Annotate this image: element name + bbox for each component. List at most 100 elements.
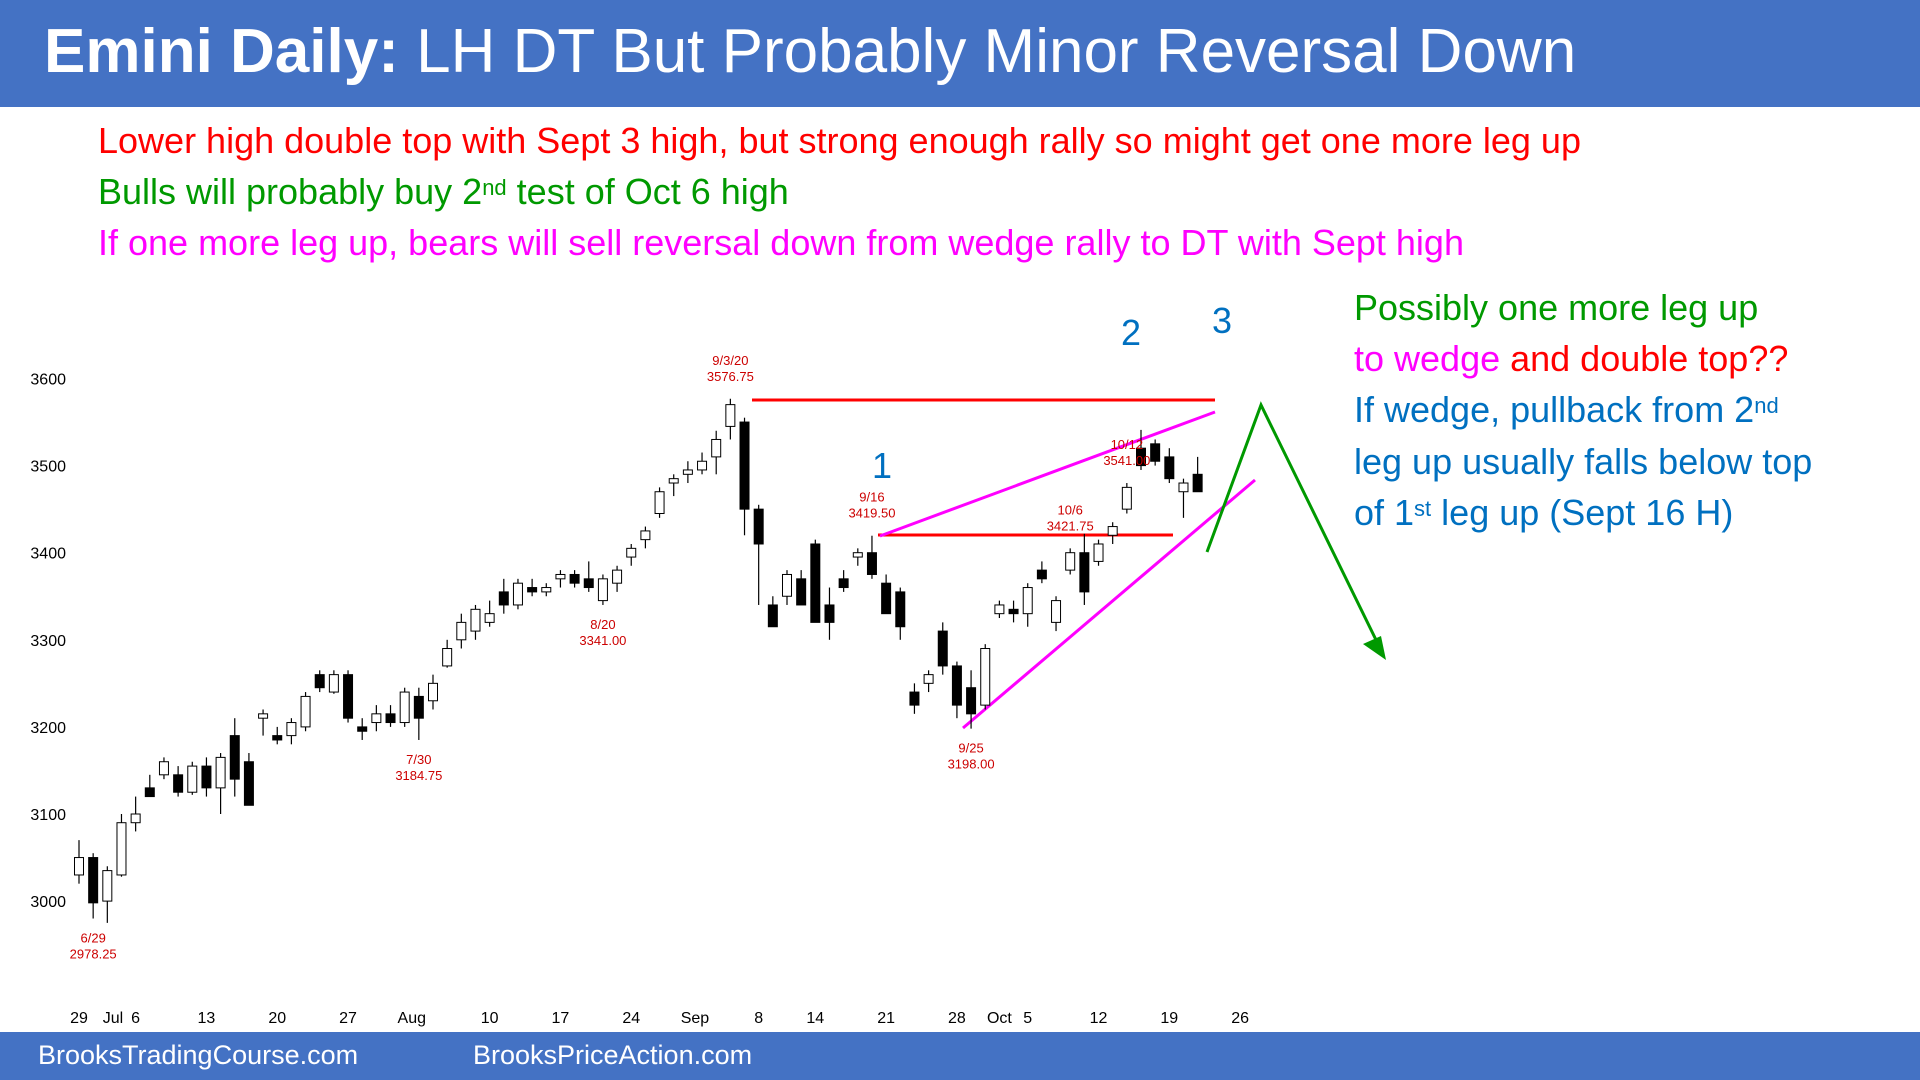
- candle-body: [300, 695, 311, 728]
- point-label-date: 9/25: [958, 741, 983, 756]
- point-label-value: 3421.75: [1047, 518, 1094, 533]
- candle: [102, 866, 113, 923]
- y-tick-label: 3300: [30, 633, 66, 650]
- y-tick-label: 3000: [30, 894, 66, 911]
- candle-body: [1107, 526, 1118, 536]
- candle: [243, 753, 254, 806]
- candle-body: [428, 682, 438, 702]
- candle: [824, 587, 835, 640]
- candle: [116, 814, 127, 877]
- candle: [144, 774, 155, 798]
- candle: [399, 687, 410, 727]
- candle: [456, 613, 467, 649]
- candle-body: [343, 674, 354, 719]
- side-note-1: Possibly one more leg up: [1354, 287, 1759, 328]
- y-tick-label: 3400: [30, 546, 66, 563]
- note-line-2-a: Bulls will probably buy 2: [98, 171, 483, 212]
- candle: [428, 674, 438, 710]
- point-label-date: 6/29: [81, 931, 106, 946]
- candle-body: [626, 547, 637, 558]
- footer-link-left[interactable]: BrooksTradingCourse.com: [38, 1040, 359, 1070]
- candle-body: [215, 756, 226, 789]
- point-label-value: 3576.75: [707, 369, 754, 384]
- candle-body: [1093, 543, 1104, 562]
- side-note-2: to wedge and double top??: [1354, 337, 1788, 381]
- candle: [640, 526, 651, 549]
- candle-body: [980, 648, 991, 706]
- y-tick-label: 3200: [30, 720, 66, 737]
- candle: [881, 574, 892, 615]
- candle-body: [796, 578, 807, 606]
- candle-body: [527, 587, 538, 593]
- x-tick-label: 17: [552, 1010, 570, 1027]
- candle: [725, 398, 736, 440]
- candle: [187, 761, 198, 795]
- candle-body: [739, 421, 750, 510]
- candle-body: [782, 573, 792, 597]
- candle: [470, 604, 481, 640]
- wedge-upper-line: [879, 410, 1216, 538]
- x-tick-label: 19: [1160, 1010, 1178, 1027]
- point-label-value: 3341.00: [579, 633, 626, 648]
- candle-body: [569, 573, 580, 584]
- candle: [498, 578, 509, 614]
- side-note-3-sup: nd: [1754, 393, 1779, 418]
- candle-body: [243, 761, 254, 806]
- x-tick-label: 14: [806, 1010, 824, 1027]
- y-tick-label: 3500: [30, 459, 66, 476]
- candle: [994, 600, 1005, 619]
- candle: [201, 757, 212, 797]
- candle-body: [385, 713, 396, 724]
- annotation-lines: [752, 398, 1386, 730]
- candle: [1051, 596, 1062, 632]
- x-tick-label: 13: [198, 1010, 216, 1027]
- x-tick-label: 24: [622, 1010, 640, 1027]
- candle-body: [597, 578, 608, 602]
- candle: [258, 709, 269, 736]
- candle-body: [272, 735, 283, 741]
- candle-body: [357, 726, 368, 732]
- candle-body: [640, 530, 651, 541]
- projected-path: [1205, 401, 1381, 647]
- point-label-date: 7/30: [406, 752, 431, 767]
- candle: [951, 661, 962, 719]
- candle-body: [1051, 600, 1062, 623]
- projected-arrow-head: [1363, 636, 1386, 660]
- candle-body: [1192, 473, 1203, 493]
- candle: [810, 539, 821, 623]
- leg-labels: 1 2 3: [872, 300, 1232, 486]
- candle: [130, 796, 141, 832]
- candle-body: [229, 735, 240, 780]
- candle-body: [173, 774, 184, 793]
- candle: [980, 644, 991, 710]
- candle-body: [612, 569, 623, 584]
- candle: [1121, 483, 1132, 514]
- x-tick-label: Sep: [681, 1010, 710, 1027]
- side-note-5-sup: st: [1414, 496, 1432, 521]
- title-rest: LH DT But Probably Minor Reversal Down: [398, 17, 1577, 86]
- candle-body: [371, 713, 382, 724]
- candle-body: [753, 508, 764, 545]
- footer-link-right[interactable]: BrooksPriceAction.com: [473, 1040, 753, 1070]
- candle-body: [1164, 456, 1175, 480]
- side-note-5-b: leg up (Sept 16 H): [1431, 492, 1734, 533]
- candle: [357, 718, 368, 740]
- note-line-1: Lower high double top with Sept 3 high, …: [98, 120, 1581, 161]
- candle-body: [966, 687, 977, 715]
- candle: [1022, 583, 1033, 627]
- candle: [1093, 539, 1104, 566]
- candle: [711, 430, 722, 475]
- candle: [966, 670, 977, 729]
- candle-body: [895, 591, 906, 628]
- leg-label: 1: [872, 445, 892, 486]
- x-tick-label: 28: [948, 1010, 966, 1027]
- point-label-date: 9/16: [859, 490, 884, 505]
- candle: [767, 596, 778, 628]
- candle: [527, 578, 538, 597]
- candle-body: [470, 608, 481, 632]
- candle-body: [328, 674, 339, 693]
- candle-body: [413, 695, 424, 719]
- x-tick-label: 27: [339, 1010, 357, 1027]
- candle-body: [286, 722, 297, 737]
- candle-body: [484, 613, 495, 623]
